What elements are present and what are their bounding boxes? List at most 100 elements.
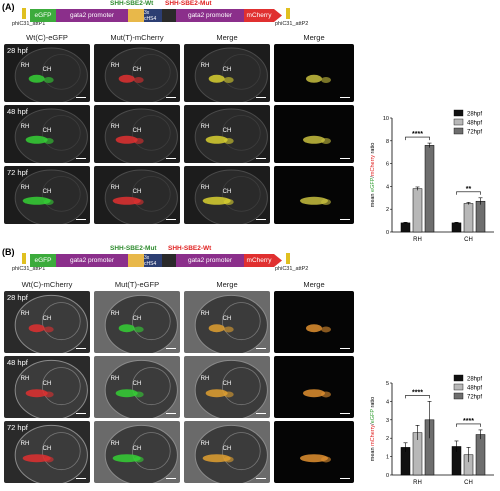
bar xyxy=(400,222,411,233)
region-label-rh: RH xyxy=(20,62,30,69)
region-label-ch: CH xyxy=(42,445,52,452)
arrow-head-icon xyxy=(274,254,282,267)
region-label-rh: RH xyxy=(200,123,210,130)
y-tick-label: 2 xyxy=(386,436,389,442)
segment-gata2-promoter-right: gata2 promoter xyxy=(176,254,244,267)
segment-gata2-promoter-right: gata2 promoter xyxy=(176,9,244,22)
segment-mcherry: mCherry xyxy=(244,9,274,22)
bar xyxy=(412,188,423,233)
y-axis-label: mean mCherry/eGFP ratio xyxy=(370,397,376,461)
segment-chs4: 3x cHS4 xyxy=(144,9,162,22)
significance-bracket xyxy=(405,136,430,141)
legend-swatch xyxy=(453,374,464,382)
att-site-left-marker xyxy=(22,8,26,19)
att-right-label: phiC31_attP2 xyxy=(275,21,309,27)
scale-bar xyxy=(256,158,266,159)
microscopy-image: RH CH xyxy=(184,105,270,163)
region-label-rh: RH xyxy=(20,440,30,447)
scale-bar xyxy=(256,219,266,220)
significance-bracket xyxy=(456,191,481,195)
significance-label: ** xyxy=(466,186,472,193)
region-label-rh: RH xyxy=(110,440,120,447)
y-tick-label: 10 xyxy=(383,116,389,122)
segment-mcherry: mCherry xyxy=(244,254,274,267)
segment-site-left xyxy=(128,9,144,22)
segment-site-right xyxy=(162,9,176,22)
panel-a: (A) phiC31_attP1 eGFP gata2 promoter 3x … xyxy=(0,0,500,243)
panel-a-label: (A) xyxy=(2,2,15,12)
significance-bracket xyxy=(405,395,430,399)
region-label-rh: RH xyxy=(20,184,30,191)
construct-diagram-b: phiC31_attP1 eGFP gata2 promoter 3x cHS4… xyxy=(0,245,375,277)
microscopy-image xyxy=(274,44,354,102)
region-label-ch: CH xyxy=(42,128,52,135)
bar xyxy=(424,145,435,233)
y-tick-label: 6 xyxy=(386,162,389,168)
significance-label: **** xyxy=(463,418,474,425)
column-header: Mut(T)-eGFP xyxy=(114,280,160,289)
bar-chart-b: 0 1 2 3 4 5 mean mCherry/eGFP ratio RH CH **** ***… xyxy=(370,374,494,486)
column-header: Merge xyxy=(216,33,238,42)
region-label-ch: CH xyxy=(222,189,232,196)
region-label-ch: CH xyxy=(132,445,142,452)
column-header: Mut(T)-mCherry xyxy=(110,33,164,42)
construct-diagram-a: phiC31_attP1 eGFP gata2 promoter 3x cHS4… xyxy=(0,0,375,32)
region-label-ch: CH xyxy=(132,315,142,322)
region-label-ch: CH xyxy=(42,67,52,74)
site-label-left: SHH-SBE2-Wt xyxy=(110,0,154,7)
legend-swatch xyxy=(453,127,464,135)
segment-gata2-promoter-left: gata2 promoter xyxy=(56,9,128,22)
segment-egfp: eGFP xyxy=(30,254,56,267)
segment-gata2-promoter-left: gata2 promoter xyxy=(56,254,128,267)
legend-label: 28hpf xyxy=(467,112,482,118)
significance-bracket xyxy=(456,423,481,427)
column-header: Wt(C)-mCherry xyxy=(21,280,73,289)
y-tick-label: 5 xyxy=(386,381,389,387)
scale-bar xyxy=(166,348,176,349)
y-tick-label: 4 xyxy=(386,399,389,405)
legend-label: 72hpf xyxy=(467,395,482,401)
legend-label: 48hpf xyxy=(467,386,482,392)
bar xyxy=(451,222,462,233)
region-label-ch: CH xyxy=(42,380,52,387)
microscopy-image: RH CH xyxy=(94,105,180,163)
microscopy-image: 48 hpf RH CH xyxy=(4,356,90,418)
region-label-rh: RH xyxy=(110,310,120,317)
scale-bar xyxy=(340,219,350,220)
microscopy-image: RH CH xyxy=(184,291,270,353)
scale-bar xyxy=(166,219,176,220)
site-label-right: SHH-SBE2-Wt xyxy=(168,245,212,252)
region-label-ch: CH xyxy=(222,128,232,135)
y-tick-label: 0 xyxy=(386,473,389,479)
scale-bar xyxy=(76,97,86,98)
scale-bar xyxy=(76,219,86,220)
microscopy-image: RH CH xyxy=(94,356,180,418)
bar xyxy=(475,434,486,476)
microscopy-image: RH CH xyxy=(94,291,180,353)
panel-b-label: (B) xyxy=(2,247,15,257)
att-site-right-marker xyxy=(286,253,290,264)
microscopy-image: 28 hpf RH CH xyxy=(4,44,90,102)
microscopy-image: RH CH xyxy=(94,166,180,224)
region-label-rh: RH xyxy=(110,62,120,69)
scale-bar xyxy=(256,348,266,349)
x-tick-label: RH xyxy=(413,237,422,243)
region-label-ch: CH xyxy=(222,67,232,74)
bar xyxy=(463,203,474,233)
microscopy-image: RH CH xyxy=(94,44,180,102)
timepoint-label: 48 hpf xyxy=(7,107,28,116)
timepoint-label: 28 hpf xyxy=(7,293,28,302)
bar xyxy=(475,200,486,233)
significance-label: **** xyxy=(412,389,423,396)
scale-bar xyxy=(76,158,86,159)
scale-bar xyxy=(166,158,176,159)
y-tick-label: 2 xyxy=(386,207,389,213)
region-label-ch: CH xyxy=(132,189,142,196)
legend-label: 28hpf xyxy=(467,377,482,383)
region-label-rh: RH xyxy=(200,375,210,382)
att-right-label: phiC31_attP2 xyxy=(275,266,309,272)
microscopy-image: RH CH xyxy=(184,356,270,418)
region-label-rh: RH xyxy=(110,375,120,382)
column-header: Merge xyxy=(303,280,325,289)
region-label-ch: CH xyxy=(132,128,142,135)
